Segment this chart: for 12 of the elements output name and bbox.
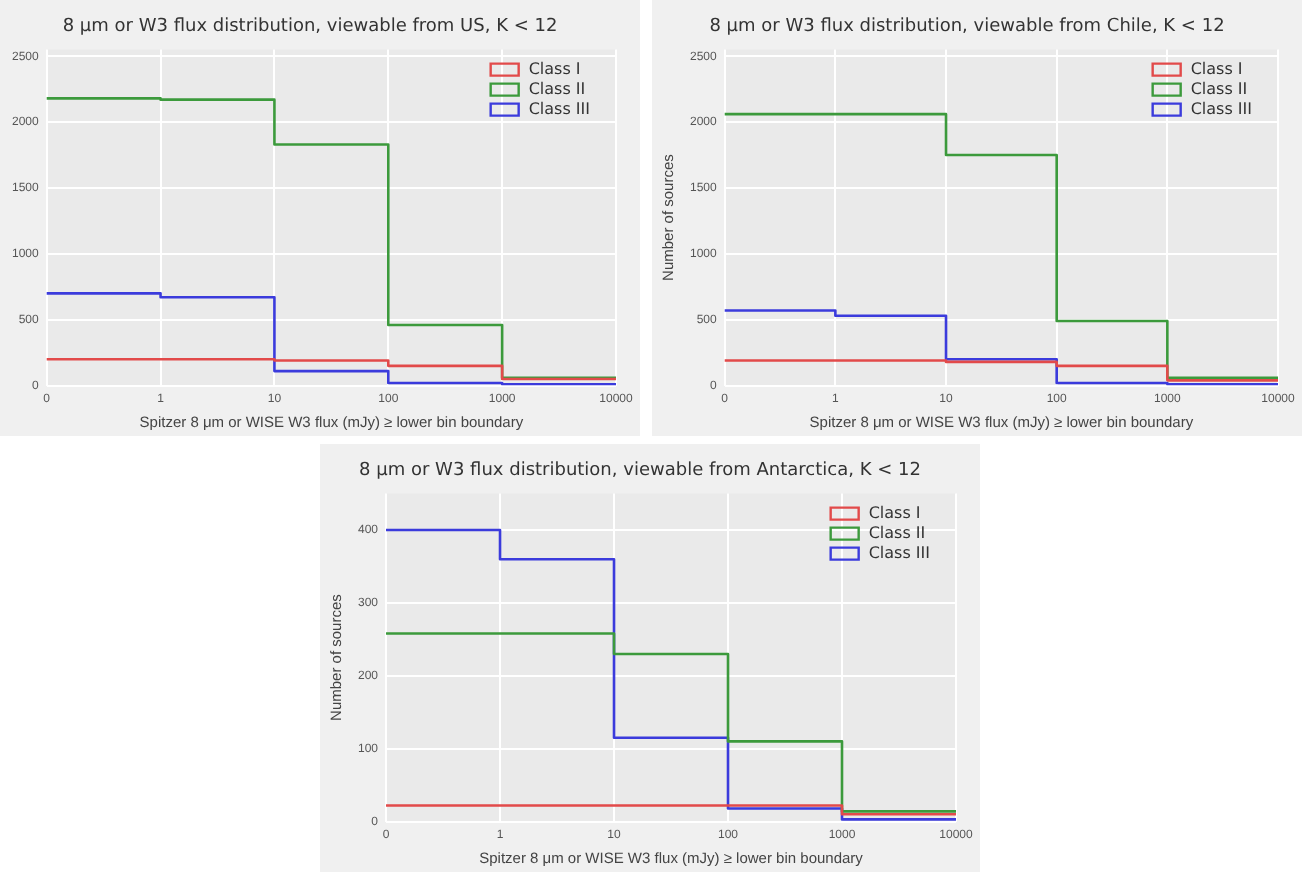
legend-label: Class III	[1190, 99, 1253, 118]
legend-label: Class II	[1190, 79, 1248, 98]
chart-title: 8 μm or W3 flux distribution, viewable from Chile, K < 12	[709, 17, 1225, 38]
legend-label: Class I	[868, 503, 921, 522]
legend-label: Class I	[528, 59, 581, 78]
legend-label: Class III	[528, 99, 591, 118]
chart-title: 8 μm or W3 flux distribution, viewable from US, K < 12	[62, 17, 558, 38]
chart-title: 8 μm or W3 flux distribution, viewable from Antarctica, K < 12	[359, 461, 921, 482]
legend-label: Class III	[868, 543, 931, 562]
legend-label: Class II	[528, 79, 586, 98]
legend-label: Class II	[868, 523, 926, 542]
legend-label: Class I	[1190, 59, 1243, 78]
